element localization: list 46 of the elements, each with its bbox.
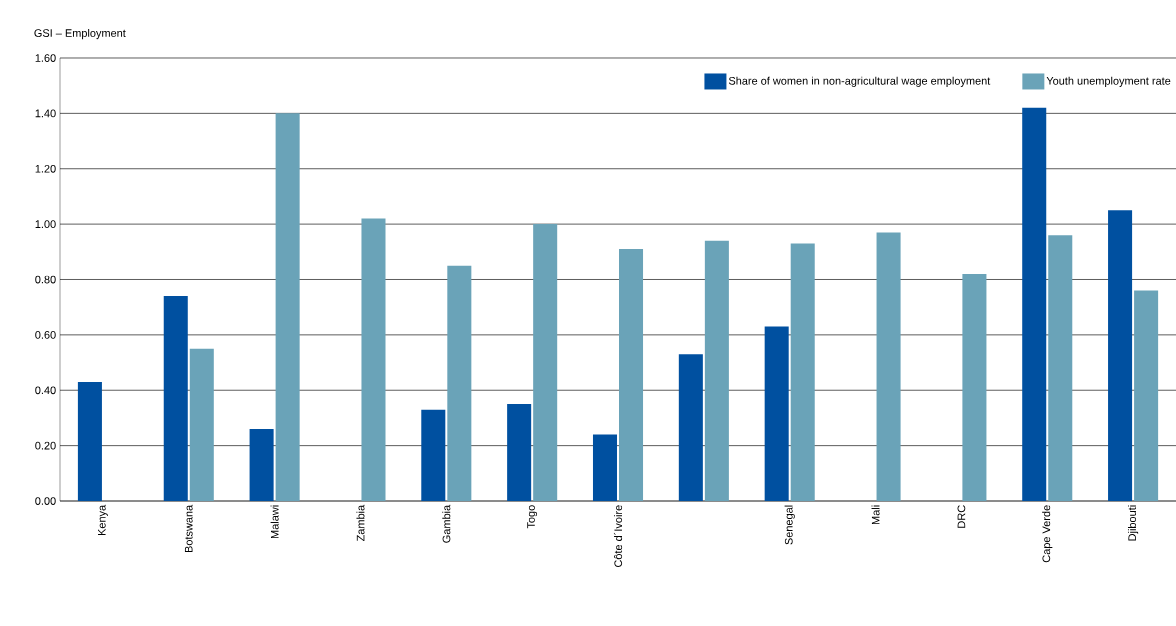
y-tick-label: 0.80 — [35, 275, 56, 284]
bar — [764, 326, 789, 501]
bar — [533, 224, 558, 501]
legend-label: Youth unemployment rate — [1046, 76, 1171, 87]
bar — [790, 243, 815, 501]
bar — [1048, 235, 1073, 501]
bar — [275, 113, 300, 501]
y-tick-label: 1.40 — [35, 109, 56, 118]
x-tick-label: Botswana — [184, 504, 193, 553]
x-tick-label: Cape Verde — [1042, 505, 1053, 563]
bar — [592, 434, 618, 501]
x-tick-label: Djibouti — [1127, 505, 1139, 541]
bar — [704, 240, 729, 501]
bar — [447, 265, 472, 501]
x-tick-label: Malawi — [270, 505, 279, 539]
x-tick-label: Gambia — [442, 504, 451, 543]
bar — [678, 354, 703, 501]
y-tick-label: 1.20 — [35, 164, 56, 173]
x-tick-label: Zambia — [356, 504, 365, 542]
y-tick-label: 0.00 — [35, 497, 56, 505]
y-tick-label: 1.00 — [35, 220, 56, 228]
x-tick-label: Mali — [871, 505, 880, 525]
x-tick-label: Kenya — [98, 504, 108, 536]
bar — [361, 218, 386, 501]
x-tick-label: Senegal — [784, 505, 795, 545]
bar — [876, 232, 901, 501]
y-tick-label: 0.40 — [35, 386, 56, 395]
y-tick-label: 0.60 — [35, 331, 56, 339]
bar — [619, 249, 644, 501]
bar — [421, 409, 446, 501]
bar — [163, 296, 188, 501]
x-tick-label: DRC — [957, 505, 966, 528]
y-tick-label: 1.60 — [35, 54, 56, 62]
bar — [962, 273, 987, 501]
bar — [189, 348, 214, 501]
bar — [77, 381, 102, 501]
bar — [1022, 107, 1047, 501]
y-tick-label: 0.20 — [35, 441, 56, 450]
bar — [1108, 210, 1133, 501]
bar — [1134, 290, 1159, 501]
bar — [249, 429, 274, 501]
y-axis-title: GSI – Employment — [34, 28, 126, 40]
legend-label: Share of women in non-agricultural wage employment — [728, 76, 991, 87]
x-tick-label: Côte d´Ivoire — [613, 505, 623, 568]
x-tick-label: Togo — [527, 505, 538, 529]
bar — [507, 404, 532, 501]
